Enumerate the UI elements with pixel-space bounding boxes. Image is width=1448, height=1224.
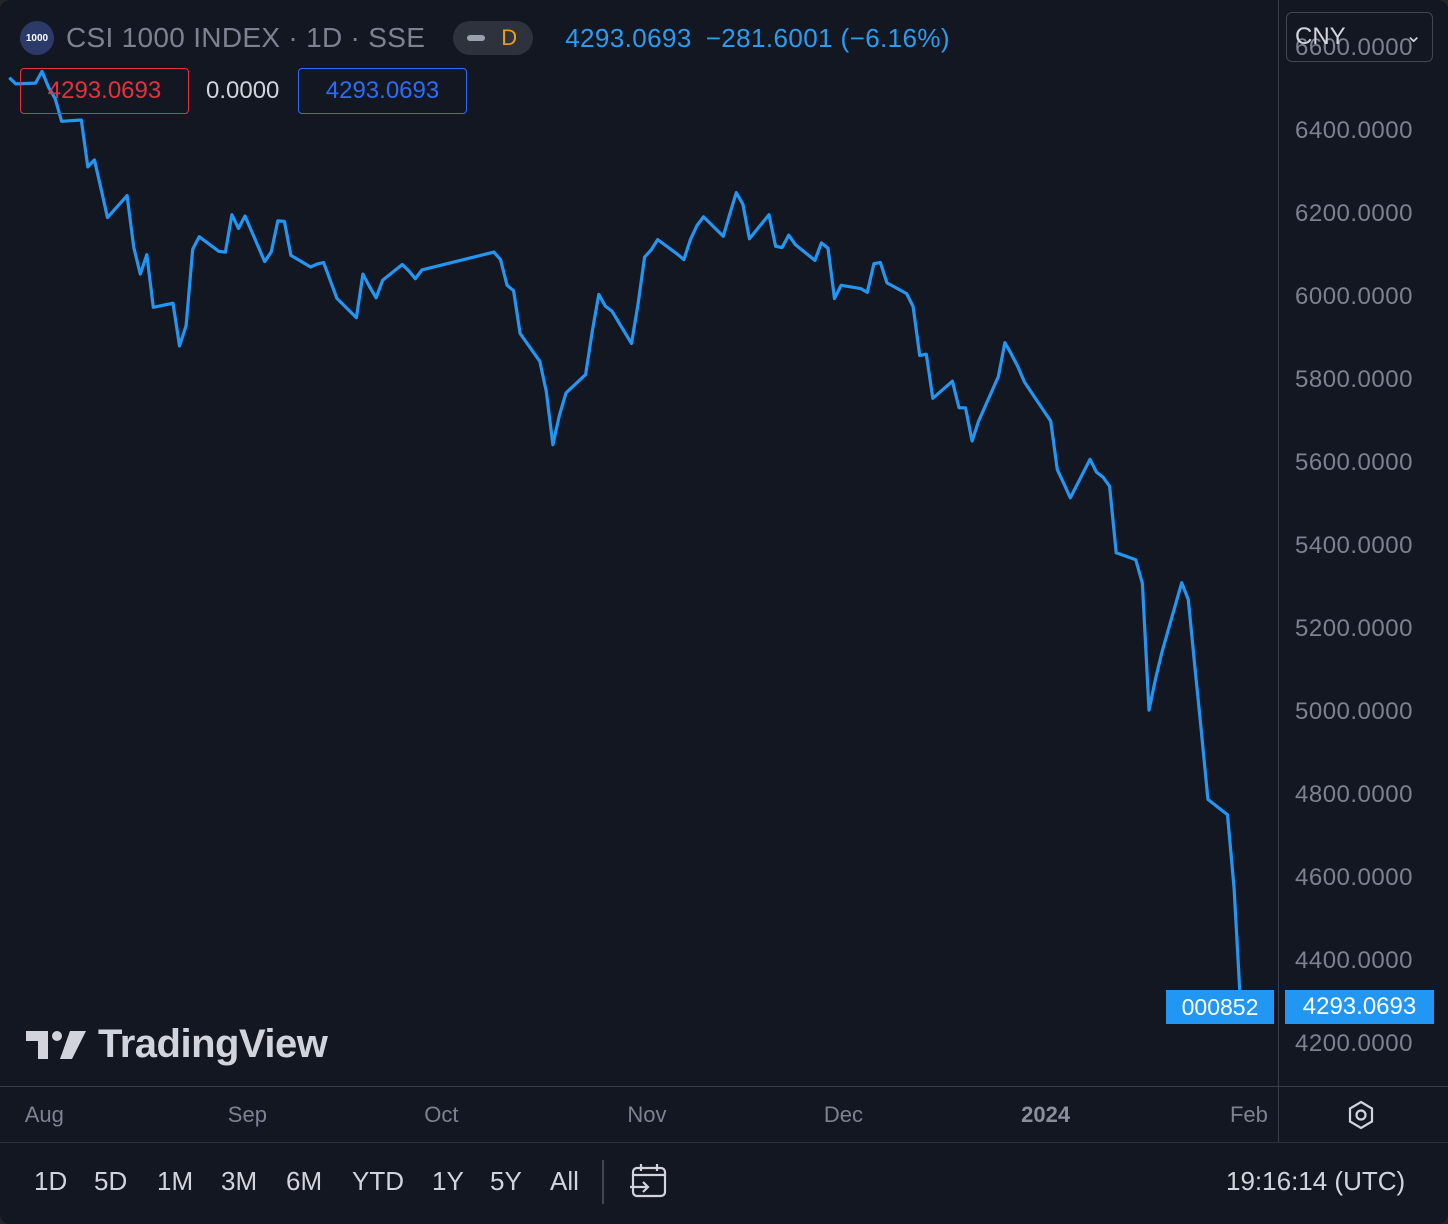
x-tick-label: Feb: [1229, 1102, 1268, 1127]
x-tick-label: Nov: [627, 1102, 667, 1127]
y-tick-label: 6400.0000: [1295, 116, 1413, 144]
time-scale-divider: [0, 1086, 1448, 1087]
y-tick-label: 4600.0000: [1295, 864, 1413, 892]
price-scale-divider: [1278, 0, 1279, 1142]
interval-letter: D: [501, 25, 518, 50]
x-tick-label: Dec: [823, 1102, 863, 1127]
settings-gear-icon[interactable]: [1346, 1100, 1376, 1130]
toolbar-divider: [0, 1142, 1448, 1143]
last-price-label: 4293.0693: [1285, 990, 1434, 1024]
y-tick-label: 6000.0000: [1295, 282, 1413, 310]
minus-icon: [467, 35, 486, 41]
x-tick-label: Sep: [227, 1102, 267, 1127]
chevron-down-icon: ⌄: [1405, 25, 1422, 47]
tradingview-logo[interactable]: TradingView: [26, 1020, 328, 1068]
price-change: −281.6001 (−6.16%): [705, 22, 950, 53]
y-tick-label: 5600.0000: [1295, 449, 1413, 477]
range-button-1y[interactable]: 1Y: [432, 1166, 464, 1196]
x-tick-label: Oct: [424, 1102, 459, 1127]
range-button-5d[interactable]: 5D: [94, 1166, 128, 1196]
range-button-all[interactable]: All: [550, 1166, 579, 1196]
toolbar-separator: [602, 1160, 604, 1204]
series-label: 000852: [1166, 990, 1274, 1024]
symbol-logo[interactable]: 1000: [20, 21, 54, 55]
y-tick-label: 5400.0000: [1295, 532, 1413, 560]
y-tick-label: 6600.0000: [1295, 33, 1413, 61]
ask-badge[interactable]: 4293.0693: [298, 68, 467, 114]
x-tick-label: 2024: [1021, 1102, 1071, 1127]
range-button-ytd[interactable]: YTD: [352, 1166, 404, 1196]
range-button-3m[interactable]: 3M: [221, 1166, 258, 1196]
y-tick-label: 6200.0000: [1295, 199, 1413, 227]
x-tick-label: Aug: [24, 1102, 64, 1127]
y-tick-label: 5800.0000: [1295, 365, 1413, 393]
utc-clock[interactable]: 19:16:14 (UTC): [1226, 1166, 1406, 1196]
range-button-1m[interactable]: 1M: [157, 1166, 194, 1196]
quote-values: 4293.0693 −281.6001 (−6.16%): [565, 23, 964, 54]
brand-name: TradingView: [98, 1021, 328, 1066]
y-tick-label: 4400.0000: [1295, 947, 1413, 975]
currency-select[interactable]: CNY ⌄: [1286, 12, 1433, 62]
range-button-5y[interactable]: 5Y: [490, 1166, 522, 1196]
y-tick-label: 4800.0000: [1295, 781, 1413, 809]
last-price: 4293.0693: [565, 22, 692, 53]
range-button-1d[interactable]: 1D: [34, 1166, 68, 1196]
y-tick-label: 5000.0000: [1295, 698, 1413, 726]
market-status-pill[interactable]: D: [453, 21, 534, 55]
plot-area[interactable]: [0, 0, 1278, 1086]
legend-header: 1000 CSI 1000 INDEX · 1D · SSE D 4293.06…: [20, 16, 964, 60]
calendar-goto-date-icon[interactable]: [628, 1160, 670, 1202]
currency-value: CNY: [1295, 23, 1346, 50]
y-tick-label: 5200.0000: [1295, 615, 1413, 643]
y-tick-label: 4200.0000: [1295, 1030, 1413, 1058]
symbol-title[interactable]: CSI 1000 INDEX · 1D · SSE: [66, 22, 426, 53]
tradingview-mark-icon: [26, 1031, 86, 1059]
series-line[interactable]: [8, 69, 1243, 1006]
spread-value: 0.0000: [206, 77, 280, 104]
bid-badge[interactable]: 4293.0693: [20, 68, 189, 114]
range-button-6m[interactable]: 6M: [286, 1166, 323, 1196]
